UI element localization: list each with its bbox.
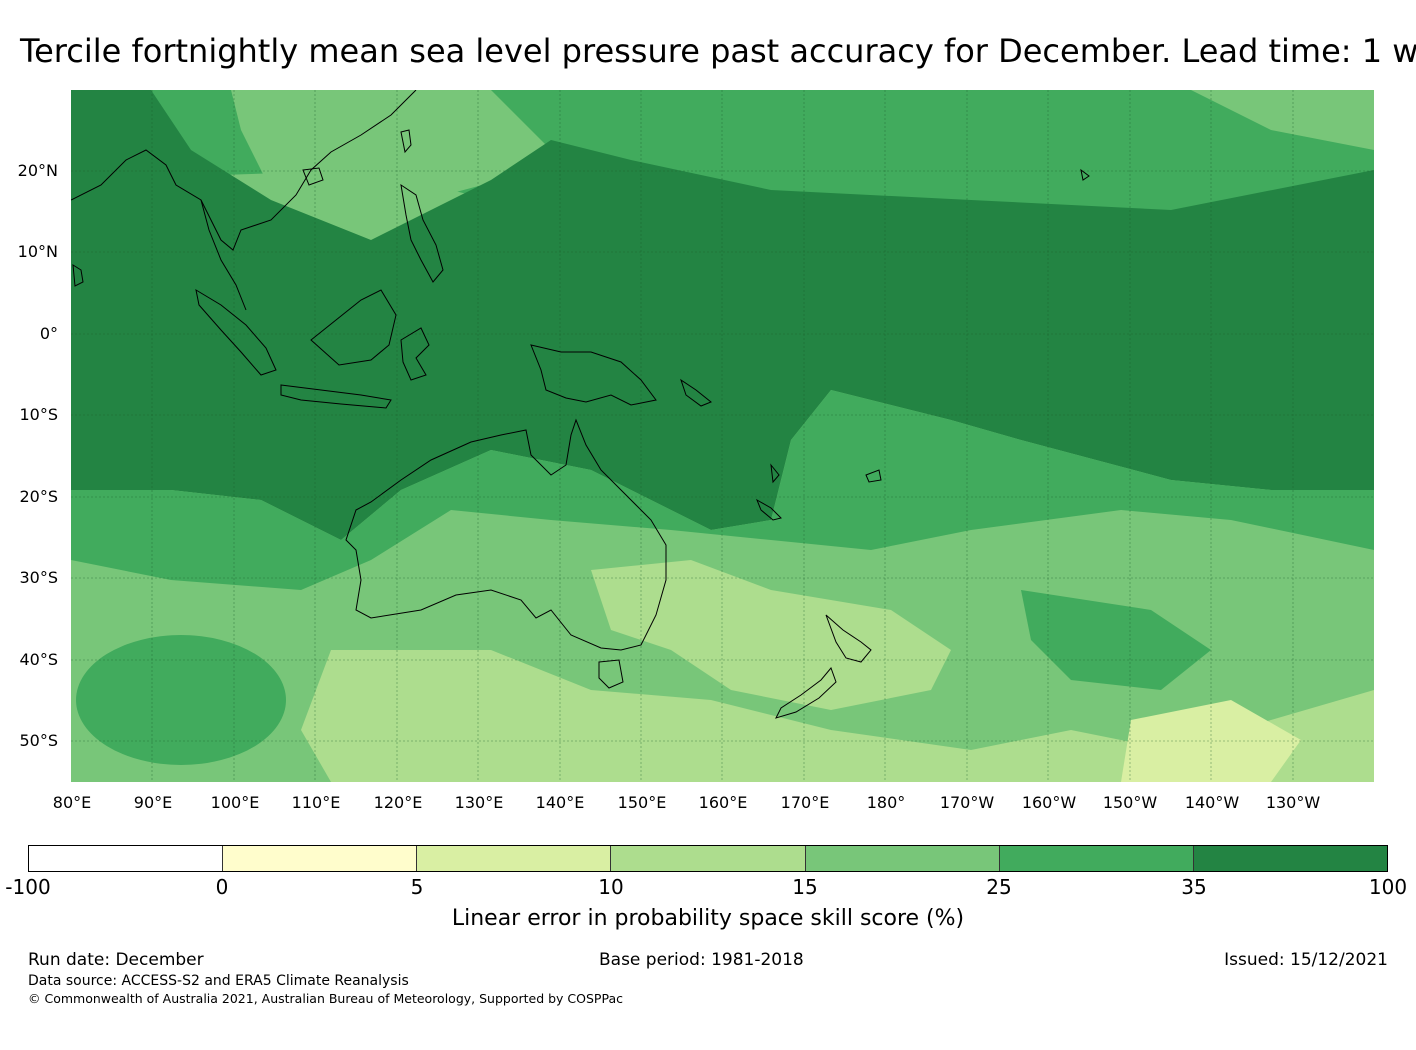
lon-label-150e: 150°E	[617, 793, 667, 812]
malay-peninsula-coast	[200, 199, 247, 311]
borneo-coast	[310, 289, 397, 366]
australia-coast	[345, 418, 667, 651]
new-guinea-coast	[530, 344, 657, 406]
skill-region-25-35-sw	[76, 635, 286, 765]
lon-label-160w: 160°W	[1021, 793, 1077, 812]
issued-date: Issued: 15/12/2021	[1224, 950, 1388, 970]
colorbar-segment-4	[804, 846, 999, 871]
lon-label-110e: 110°E	[291, 793, 341, 812]
colorbar-tick: 10	[598, 875, 624, 899]
philippines-coast	[400, 183, 444, 283]
hawaii-coast	[1080, 168, 1090, 181]
lon-label-130w: 130°W	[1265, 793, 1321, 812]
new-zealand-north-coast	[825, 614, 872, 663]
sumatra-coast	[195, 288, 277, 376]
lon-label-140e: 140°E	[535, 793, 585, 812]
copyright: © Commonwealth of Australia 2021, Austra…	[28, 991, 623, 1006]
lat-label-50s: 50°S	[19, 731, 58, 750]
data-source: Data source: ACCESS-S2 and ERA5 Climate …	[28, 973, 409, 989]
hainan-coast	[302, 167, 324, 186]
lat-label-10s: 10°S	[19, 405, 58, 424]
lat-label-30s: 30°S	[19, 568, 58, 587]
lat-label-40s: 40°S	[19, 650, 58, 669]
skill-region-25-35-pacific	[1021, 590, 1211, 690]
skill-region-35-100	[71, 90, 1374, 540]
lat-label-20n: 20°N	[17, 161, 58, 180]
lon-label-120e: 120°E	[373, 793, 423, 812]
skill-field-layer	[71, 90, 1374, 782]
skill-region-25-35-south	[71, 390, 1374, 590]
sri-lanka-coast	[72, 264, 84, 287]
tasmania-coast	[598, 659, 624, 689]
colorbar	[28, 845, 1388, 872]
lat-label-10n: 10°N	[17, 242, 58, 261]
mainland-asia-coast	[71, 90, 417, 251]
colorbar-label: Linear error in probability space skill …	[451, 906, 965, 931]
colorbar-tick: -100	[5, 875, 51, 899]
run-date: Run date: December	[28, 950, 204, 970]
skill-region-10-15-tasman	[591, 560, 951, 710]
coastlines	[71, 90, 1090, 719]
colorbar-tick: 0	[215, 875, 229, 899]
java-coast	[280, 384, 392, 409]
new-caledonia-coast	[756, 498, 782, 521]
lon-label-150w: 150°W	[1102, 793, 1158, 812]
colorbar-tick: 35	[1181, 875, 1207, 899]
fiji-coast	[865, 469, 882, 483]
chart-title: Tercile fortnightly mean sea level press…	[20, 32, 1416, 70]
skill-region-15-25-ne	[1191, 90, 1374, 150]
graticule	[71, 90, 1374, 782]
lon-label-170e: 170°E	[780, 793, 830, 812]
lon-label-180: 180°	[866, 793, 906, 812]
solomon-islands-coast	[680, 378, 712, 407]
sulawesi-coast	[400, 327, 430, 381]
lon-label-130e: 130°E	[454, 793, 504, 812]
colorbar-segment-3	[610, 846, 805, 871]
lat-label-20s: 20°S	[19, 487, 58, 506]
colorbar-segment-5	[998, 846, 1193, 871]
colorbar-tick: 25	[986, 875, 1012, 899]
colorbar-tick: 5	[410, 875, 424, 899]
lon-label-90e: 90°E	[133, 793, 173, 812]
new-zealand-south-coast	[775, 667, 837, 719]
lon-label-100e: 100°E	[210, 793, 260, 812]
skill-region-15-25-asia	[231, 90, 551, 220]
skill-score-map	[71, 90, 1374, 782]
lon-label-170w: 170°W	[939, 793, 995, 812]
lon-label-80e: 80°E	[52, 793, 92, 812]
colorbar-segment-0	[29, 846, 223, 871]
colorbar-tick: 15	[792, 875, 818, 899]
colorbar-segment-6	[1192, 846, 1387, 871]
lon-label-160e: 160°E	[698, 793, 748, 812]
colorbar-segment-2	[416, 846, 611, 871]
vanuatu-coast	[770, 463, 780, 484]
lat-label-0: 0°	[39, 324, 58, 343]
lon-label-140w: 140°W	[1184, 793, 1240, 812]
taiwan-coast	[400, 129, 412, 154]
skill-region-10-15-south	[301, 650, 1374, 782]
colorbar-tick: 100	[1368, 875, 1408, 899]
base-period: Base period: 1981-2018	[599, 950, 804, 970]
colorbar-segment-1	[222, 846, 417, 871]
skill-region-5-10	[1121, 700, 1301, 782]
